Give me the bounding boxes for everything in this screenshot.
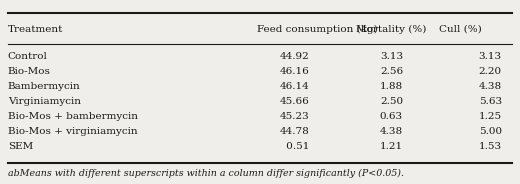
- Text: 44.92: 44.92: [280, 52, 309, 61]
- Text: 3.13: 3.13: [380, 52, 403, 61]
- Text: 1.53: 1.53: [479, 142, 502, 151]
- Text: Treatment: Treatment: [8, 25, 63, 34]
- Text: Bio-Mos + virginiamycin: Bio-Mos + virginiamycin: [8, 127, 137, 136]
- Text: Bio-Mos + bambermycin: Bio-Mos + bambermycin: [8, 112, 138, 121]
- Text: 2.50: 2.50: [380, 97, 403, 106]
- Text: 5.63: 5.63: [479, 97, 502, 106]
- Text: 0.51: 0.51: [283, 142, 309, 151]
- Text: 2.56: 2.56: [380, 67, 403, 76]
- Text: 1.21: 1.21: [380, 142, 403, 151]
- Text: 5.00: 5.00: [479, 127, 502, 136]
- Text: abMeans with different superscripts within a column differ significantly (P<0.05: abMeans with different superscripts with…: [8, 169, 404, 178]
- Text: 4.38: 4.38: [380, 127, 403, 136]
- Text: 46.16: 46.16: [280, 67, 309, 76]
- Text: 1.25: 1.25: [479, 112, 502, 121]
- Text: Mortality (%): Mortality (%): [356, 25, 426, 34]
- Text: 45.23: 45.23: [280, 112, 309, 121]
- Text: 44.78: 44.78: [280, 127, 309, 136]
- Text: Cull (%): Cull (%): [439, 25, 482, 34]
- Text: 1.88: 1.88: [380, 82, 403, 91]
- Text: SEM: SEM: [8, 142, 33, 151]
- Text: 3.13: 3.13: [479, 52, 502, 61]
- Text: 4.38: 4.38: [479, 82, 502, 91]
- Text: 45.66: 45.66: [280, 97, 309, 106]
- Text: Virginiamycin: Virginiamycin: [8, 97, 81, 106]
- Text: Bambermycin: Bambermycin: [8, 82, 81, 91]
- Text: Feed consumption (kg): Feed consumption (kg): [257, 25, 378, 34]
- Text: 0.63: 0.63: [380, 112, 403, 121]
- Text: 46.14: 46.14: [280, 82, 309, 91]
- Text: Bio-Mos: Bio-Mos: [8, 67, 50, 76]
- Text: 2.20: 2.20: [479, 67, 502, 76]
- Text: Control: Control: [8, 52, 48, 61]
